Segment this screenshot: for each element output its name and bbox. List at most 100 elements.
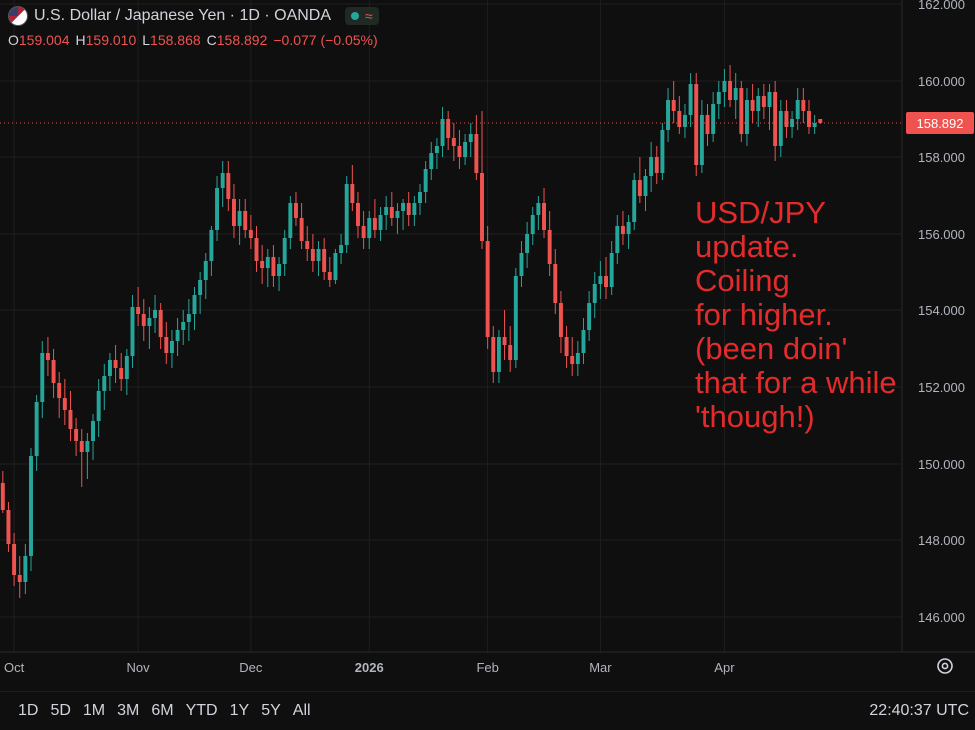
candle-body xyxy=(626,222,631,234)
market-status-pill[interactable]: ≈ xyxy=(345,7,379,25)
candle-body xyxy=(254,238,259,261)
last-price-label: 158.892 xyxy=(917,116,964,131)
y-tick-label: 150.000 xyxy=(918,457,965,472)
candle-body xyxy=(530,215,535,234)
y-tick-label: 152.000 xyxy=(918,380,965,395)
candle-body xyxy=(722,81,727,92)
candle-body xyxy=(682,115,687,127)
candle-body xyxy=(119,368,124,379)
candle-body xyxy=(192,295,197,314)
utc-clock[interactable]: 22:40:37 UTC xyxy=(869,702,969,719)
candle-body xyxy=(158,310,163,337)
range-5y-button[interactable]: 5Y xyxy=(257,700,285,722)
candle-body xyxy=(604,276,609,287)
candle-body xyxy=(750,100,755,111)
candle-body xyxy=(728,81,733,100)
candle-body xyxy=(485,241,490,337)
candle-body xyxy=(457,146,462,157)
candle-body xyxy=(711,104,716,134)
candle-body xyxy=(12,544,17,575)
candle-body xyxy=(412,203,417,215)
y-tick-label: 148.000 xyxy=(918,533,965,548)
candle-body xyxy=(587,303,592,330)
ohlc-low: L158.868 xyxy=(142,32,201,48)
range-3m-button[interactable]: 3M xyxy=(113,700,143,722)
candle-body xyxy=(40,353,45,402)
range-1d-button[interactable]: 1D xyxy=(14,700,42,722)
candle-body xyxy=(542,203,546,230)
candle-body xyxy=(237,211,242,226)
candle-body xyxy=(451,138,456,146)
candle-body xyxy=(496,337,501,372)
candle-body xyxy=(744,100,749,134)
candle-body xyxy=(339,245,344,253)
candle-body xyxy=(102,376,107,391)
price-chart[interactable]: 146.000 148.000 150.000 152.000 154.000 156.0… xyxy=(0,0,975,692)
candle-body xyxy=(733,88,738,100)
candle-body xyxy=(299,218,304,241)
candle-body xyxy=(23,556,28,582)
candle-body xyxy=(575,353,580,364)
candle-body xyxy=(818,119,823,123)
candle-body xyxy=(74,429,79,441)
chart-annotation-text: USD/JPY update. Coiling for higher. (bee… xyxy=(695,195,897,434)
y-tick-label: 146.000 xyxy=(918,610,965,625)
range-ytd-button[interactable]: YTD xyxy=(182,700,222,722)
candle-body xyxy=(384,207,389,215)
range-1y-button[interactable]: 1Y xyxy=(226,700,254,722)
range-all-button[interactable]: All xyxy=(289,700,315,722)
candle-body xyxy=(615,226,620,253)
candle-body xyxy=(282,238,287,264)
candle-body xyxy=(632,180,637,222)
candle-body xyxy=(784,111,789,127)
candle-body xyxy=(502,337,507,345)
candle-body xyxy=(333,253,338,280)
y-tick-label: 154.000 xyxy=(918,303,965,318)
candle-body xyxy=(643,176,648,196)
candle-body xyxy=(609,253,614,287)
candle-body xyxy=(107,360,112,376)
candle-body xyxy=(756,96,761,111)
candle-body xyxy=(45,353,50,360)
candle-body xyxy=(226,173,231,199)
candle-body xyxy=(468,134,473,142)
symbol-title-row: U.S. Dollar / Japanese Yen · 1D · OANDA … xyxy=(8,6,379,26)
candle-body xyxy=(136,307,141,314)
candle-body xyxy=(406,203,411,215)
candle-body xyxy=(570,356,575,364)
x-tick-label: Apr xyxy=(714,660,735,675)
symbol-title[interactable]: U.S. Dollar / Japanese Yen · 1D · OANDA xyxy=(34,7,332,24)
us-flag-icon xyxy=(8,6,28,26)
candle-body xyxy=(716,92,721,104)
candle-body xyxy=(395,211,400,218)
candle-body xyxy=(265,257,270,268)
range-1m-button[interactable]: 1M xyxy=(79,700,109,722)
ohlc-high: H159.010 xyxy=(75,32,137,48)
candle-body xyxy=(581,330,586,353)
candle-body xyxy=(220,173,225,188)
candle-body xyxy=(17,575,22,582)
green-dot-icon xyxy=(351,12,360,20)
candle-body xyxy=(310,249,315,261)
candle-body xyxy=(203,261,208,280)
candle-body xyxy=(372,218,377,230)
candle-body xyxy=(564,337,569,356)
candle-body xyxy=(96,391,101,421)
candle-body xyxy=(801,100,806,111)
range-selector: 1D 5D 1M 3M 6M YTD 1Y 5Y All xyxy=(14,700,315,722)
gear-icon[interactable] xyxy=(935,656,955,676)
last-price-tag xyxy=(906,112,974,134)
candle-body xyxy=(344,184,349,245)
candle-body xyxy=(6,510,11,544)
candle-body xyxy=(812,123,817,127)
candle-body xyxy=(547,230,552,264)
candle-body xyxy=(350,184,355,203)
candle-body xyxy=(795,100,800,119)
candle-body xyxy=(293,203,298,218)
candle-body xyxy=(440,119,445,146)
candle-body xyxy=(0,483,5,510)
range-5d-button[interactable]: 5D xyxy=(46,700,74,722)
candle-body xyxy=(649,157,654,176)
candle-body xyxy=(124,356,129,379)
range-6m-button[interactable]: 6M xyxy=(147,700,177,722)
